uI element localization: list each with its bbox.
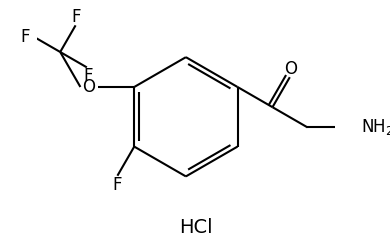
Text: F: F [72, 8, 81, 26]
Text: HCl: HCl [179, 218, 212, 237]
Text: F: F [113, 176, 122, 194]
Text: F: F [20, 28, 30, 46]
Text: NH$_2$: NH$_2$ [361, 117, 390, 137]
Text: F: F [83, 67, 92, 85]
Text: O: O [83, 78, 96, 96]
Text: O: O [284, 60, 297, 78]
